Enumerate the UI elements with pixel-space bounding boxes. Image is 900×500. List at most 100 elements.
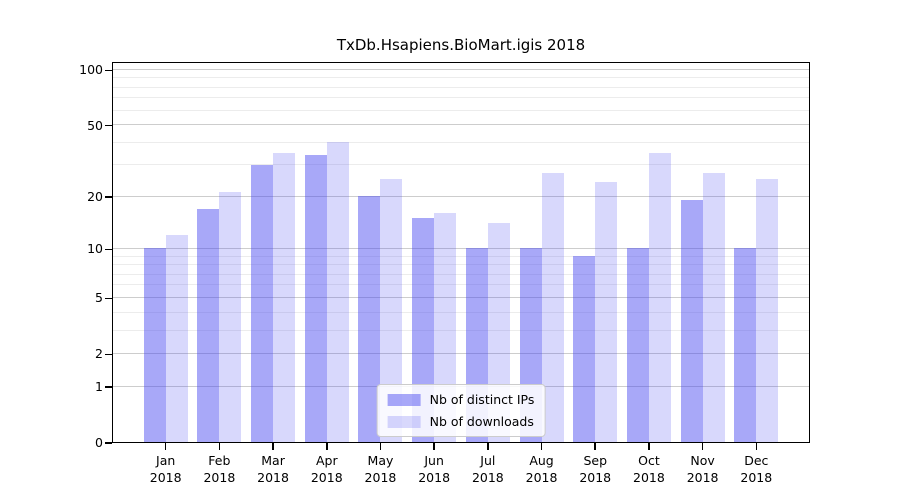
- y-tick-mark: [105, 248, 112, 251]
- x-tick-year: 2018: [364, 470, 397, 485]
- gridline-major: [113, 195, 809, 197]
- x-tick-month: Apr: [315, 453, 338, 468]
- x-tick-month: May: [367, 453, 394, 468]
- x-tick-label: Oct 2018: [621, 452, 677, 486]
- legend-label-downloads: Nb of downloads: [429, 414, 534, 429]
- bar-distinct-ips-sep: [573, 256, 596, 442]
- legend-swatch-distinct-ips: [387, 393, 421, 406]
- bar-distinct-ips-apr: [304, 154, 327, 442]
- x-tick-label: Nov 2018: [675, 452, 731, 486]
- y-tick-mark: [105, 196, 112, 198]
- y-tick-label: 10: [87, 241, 103, 257]
- x-tick-year: 2018: [418, 470, 451, 485]
- x-tick-mark: [218, 443, 221, 450]
- y-tick-label: 5: [95, 290, 103, 306]
- y-tick-mark: [105, 386, 112, 388]
- y-tick-label: 0: [95, 435, 103, 450]
- x-tick-label: Dec 2018: [728, 452, 784, 486]
- bar-distinct-ips-nov: [680, 200, 703, 442]
- x-tick-mark: [755, 443, 758, 450]
- x-tick-label: Feb 2018: [191, 452, 247, 486]
- bar-downloads-mar: [273, 152, 296, 442]
- legend-swatch-downloads: [387, 415, 421, 428]
- x-tick-mark: [272, 443, 274, 450]
- y-tick-mark: [105, 297, 112, 300]
- gridline-minor: [113, 329, 809, 331]
- x-tick-year: 2018: [310, 470, 343, 485]
- bar-downloads-may: [380, 178, 403, 442]
- x-tick-month: Nov: [690, 453, 715, 468]
- x-tick-label: Apr 2018: [299, 452, 355, 486]
- gridline-major: [113, 296, 809, 298]
- x-tick-mark: [540, 443, 543, 450]
- x-tick-month: Jul: [480, 453, 496, 468]
- x-tick-year: 2018: [740, 470, 773, 485]
- x-tick-mark: [648, 443, 650, 450]
- x-tick-mark: [379, 443, 382, 450]
- gridline-minor: [113, 311, 809, 313]
- bar-downloads-nov: [702, 172, 725, 442]
- x-tick-month: Mar: [261, 453, 285, 468]
- x-tick-year: 2018: [686, 470, 719, 485]
- gridline-major: [113, 352, 809, 354]
- bar-downloads-feb: [219, 192, 242, 442]
- bar-distinct-ips-mar: [251, 164, 274, 442]
- x-tick-label: Jun 2018: [406, 452, 462, 486]
- chart-title: TxDb.Hsapiens.BioMart.igis 2018: [336, 36, 586, 54]
- bar-distinct-ips-jan: [143, 248, 166, 442]
- x-tick-year: 2018: [203, 470, 236, 485]
- gridline-minor: [113, 86, 809, 88]
- y-tick-mark: [105, 69, 112, 72]
- y-tick-mark: [105, 442, 112, 444]
- x-tick-mark: [164, 443, 167, 450]
- bar-downloads-apr: [326, 142, 349, 442]
- x-tick-year: 2018: [471, 470, 504, 485]
- y-tick-label: 50: [87, 117, 103, 133]
- x-tick-year: 2018: [579, 470, 612, 485]
- bar-downloads-dec: [756, 178, 779, 442]
- gridline-minor: [113, 284, 809, 286]
- x-tick-month: Feb: [208, 453, 231, 468]
- bar-downloads-oct: [648, 152, 671, 442]
- gridline-minor: [113, 273, 809, 275]
- legend: Nb of distinct IPs Nb of downloads: [376, 384, 546, 437]
- gridline-minor: [113, 97, 809, 99]
- bar-distinct-ips-dec: [734, 248, 757, 442]
- gridline-minor: [113, 255, 809, 257]
- gridline-minor: [113, 77, 809, 79]
- x-tick-label: Sep 2018: [567, 452, 623, 486]
- x-tick-label: Jul 2018: [460, 452, 516, 486]
- bar-downloads-sep: [595, 182, 618, 442]
- x-tick-label: May 2018: [352, 452, 408, 486]
- x-tick-month: Jan: [156, 453, 176, 468]
- y-tick-label: 2: [95, 346, 103, 362]
- x-tick-label: Mar 2018: [245, 452, 301, 486]
- bar-distinct-ips-feb: [197, 208, 220, 442]
- bar-distinct-ips-may: [358, 196, 381, 442]
- x-tick-month: Aug: [529, 453, 554, 468]
- x-tick-month: Jun: [424, 453, 444, 468]
- x-tick-label: Aug 2018: [514, 452, 570, 486]
- y-tick-mark: [105, 124, 112, 127]
- x-tick-month: Sep: [583, 453, 607, 468]
- legend-item-distinct-ips: Nb of distinct IPs: [387, 392, 535, 407]
- x-tick-month: Oct: [638, 453, 660, 468]
- legend-label-distinct-ips: Nb of distinct IPs: [429, 392, 535, 407]
- x-tick-mark: [487, 443, 489, 450]
- legend-item-downloads: Nb of downloads: [387, 414, 535, 429]
- bar-distinct-ips-oct: [626, 248, 649, 442]
- x-tick-label: Jan 2018: [138, 452, 194, 486]
- y-tick-mark: [105, 353, 112, 356]
- y-tick-label: 20: [87, 189, 103, 205]
- gridline-minor: [113, 264, 809, 266]
- x-tick-mark: [594, 443, 596, 450]
- x-tick-year: 2018: [257, 470, 289, 485]
- x-tick-year: 2018: [525, 470, 558, 485]
- x-tick-mark: [701, 443, 704, 450]
- x-tick-mark: [326, 443, 328, 450]
- gridline-major: [113, 68, 809, 70]
- x-tick-month: Dec: [744, 453, 769, 468]
- bar-downloads-jan: [165, 234, 188, 442]
- bar-downloads-aug: [541, 172, 564, 442]
